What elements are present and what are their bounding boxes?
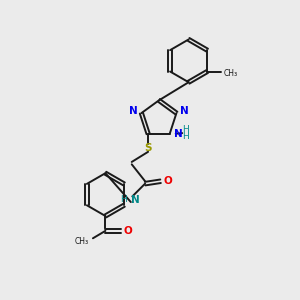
Text: N: N: [129, 106, 137, 116]
Text: H: H: [121, 196, 127, 205]
Text: N: N: [180, 106, 189, 116]
Text: S: S: [144, 143, 152, 153]
Text: H: H: [182, 125, 189, 134]
Text: O: O: [164, 176, 172, 186]
Text: N: N: [131, 195, 140, 205]
Text: O: O: [124, 226, 133, 236]
Text: CH₃: CH₃: [74, 237, 88, 246]
Text: H: H: [182, 132, 189, 141]
Text: N: N: [174, 129, 182, 139]
Text: CH₃: CH₃: [223, 68, 237, 77]
